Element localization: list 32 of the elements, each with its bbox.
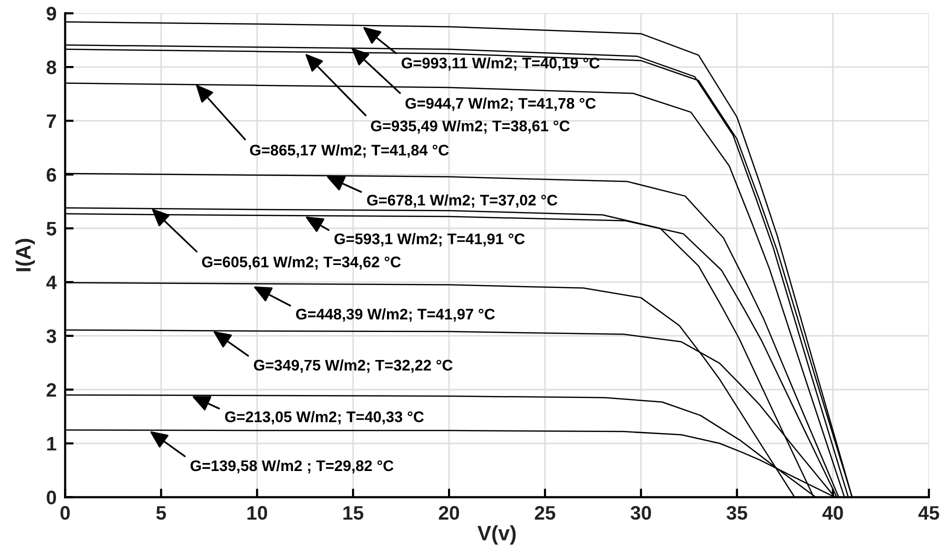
- y-tick-label: 1: [47, 437, 56, 450]
- x-tick-label: 45: [918, 506, 940, 520]
- x-tick-label: 15: [343, 506, 364, 520]
- x-tick-label: 40: [822, 506, 843, 520]
- annotation: G=349,75 W/m2; T=32,22 °C: [254, 359, 453, 373]
- y-tick-label: 9: [46, 6, 56, 21]
- annotation: G=605,61 W/m2; T=34,62 °C: [202, 256, 401, 270]
- x-tick-label: 10: [247, 506, 268, 520]
- y-axis-title: I(A): [15, 238, 35, 272]
- annotation: G=448,39 W/m2; T=41,97 °C: [296, 308, 495, 322]
- annotation: G=678,1 W/m2; T=37,02 °C: [367, 194, 558, 208]
- annotation: G=213,05 W/m2; T=40,33 °C: [225, 410, 424, 424]
- annotation: G=593,1 W/m2; T=41,91 °C: [334, 233, 525, 246]
- y-tick-label: 4: [46, 276, 57, 290]
- y-tick-label: 7: [46, 114, 56, 128]
- y-tick-label: 8: [46, 60, 56, 74]
- x-axis-title: V(v): [477, 525, 516, 545]
- y-tick-label: 2: [46, 383, 56, 397]
- y-tick-label: 6: [46, 168, 56, 182]
- annotation: G=865,17 W/m2; T=41,84 °C: [250, 144, 449, 158]
- annotation: G=935,49 W/m2; T=38,61 °C: [370, 120, 570, 134]
- y-tick-label: 5: [46, 222, 56, 236]
- annotation: G=139,58 W/m2 ; T=29,82 °C: [190, 460, 394, 474]
- x-tick-label: 35: [726, 506, 748, 520]
- x-tick-label: 20: [438, 506, 460, 520]
- x-tick-label: 5: [156, 506, 166, 520]
- y-tick-label: 0: [46, 490, 56, 504]
- x-tick-label: 25: [534, 506, 556, 520]
- x-tick-label: 0: [60, 506, 70, 520]
- annotation: G=944,7 W/m2; T=41,78 °C: [406, 98, 596, 111]
- x-tick-label: 30: [630, 506, 651, 520]
- y-tick-label: 3: [46, 329, 56, 344]
